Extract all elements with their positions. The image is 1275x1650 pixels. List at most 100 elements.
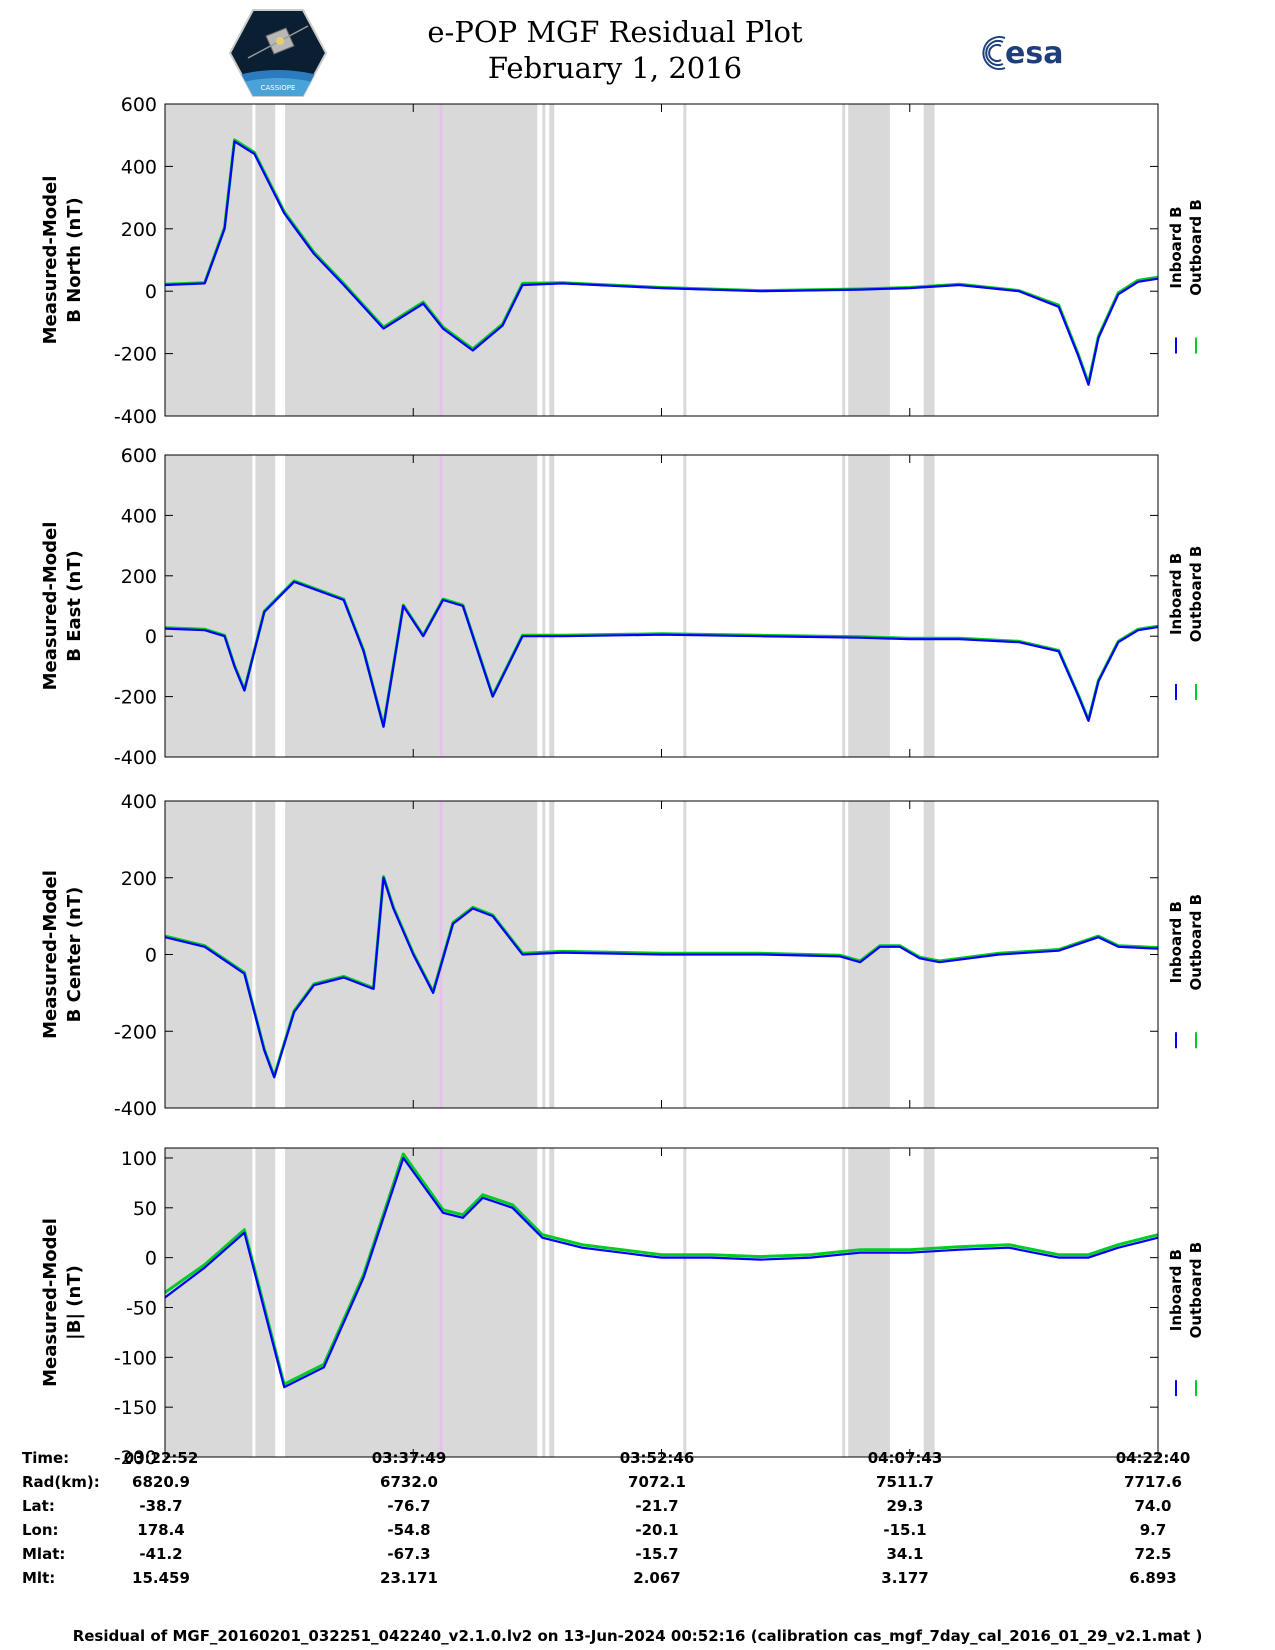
ephem-label-lat: Lat: xyxy=(22,1497,55,1515)
ephem-label-mlt: Mlt: xyxy=(22,1569,56,1587)
mission-logo-caption: CASSIOPE xyxy=(261,84,296,92)
y-axis-label: Measured-Model B North (nT) xyxy=(40,176,85,345)
shaded-interval xyxy=(542,1148,546,1457)
legend: Inboard B Outboard B xyxy=(1167,894,1205,1049)
shaded-interval xyxy=(165,801,253,1108)
shaded-interval xyxy=(549,455,555,757)
shaded-interval xyxy=(285,104,538,416)
y-axis-label: Measured-Model B East (nT) xyxy=(40,522,85,691)
shaded-interval xyxy=(923,801,935,1108)
shaded-interval xyxy=(842,1148,846,1457)
shaded-interval xyxy=(848,1148,890,1457)
y-axis-label-line-1: Measured-Model xyxy=(40,1218,61,1387)
y-tick-label: 400 xyxy=(121,156,157,178)
y-tick-label: -50 xyxy=(126,1297,157,1319)
shaded-interval xyxy=(923,455,935,757)
legend-label-inboard: Inboard B xyxy=(1167,901,1185,983)
ephem-label-lon: Lon: xyxy=(22,1521,59,1539)
shaded-interval xyxy=(285,1148,538,1457)
mission-logo: CASSIOPE xyxy=(228,8,328,98)
shaded-interval xyxy=(842,801,846,1108)
ephem-lat-3: 29.3 xyxy=(886,1497,924,1515)
y-tick-label: -100 xyxy=(114,1347,157,1369)
series-outboard-line xyxy=(164,1152,1159,1386)
shaded-interval xyxy=(542,104,546,416)
ephem-label-rad: Rad(km): xyxy=(22,1473,100,1491)
y-axis-label-line-1: Measured-Model xyxy=(40,176,61,345)
ephem-time-2: 03:52:46 xyxy=(619,1449,695,1467)
legend: Inboard B Outboard B xyxy=(1167,199,1205,354)
legend: Inboard B Outboard B xyxy=(1167,1242,1205,1397)
ephem-lat-1: -76.7 xyxy=(387,1497,431,1515)
ephem-label-time: Time: xyxy=(22,1449,70,1467)
legend-label-outboard: Outboard B xyxy=(1187,199,1205,296)
shaded-interval xyxy=(165,104,253,416)
ephem-mlt-3: 3.177 xyxy=(881,1569,929,1587)
ephem-lat-2: -21.7 xyxy=(635,1497,679,1515)
series-inboard-line xyxy=(164,1156,1159,1389)
ephem-time-3: 04:07:43 xyxy=(867,1449,943,1467)
y-axis-label-line-1: Measured-Model xyxy=(40,522,61,691)
footer-caption: Residual of MGF_20160201_032251_042240_v… xyxy=(72,1627,1203,1645)
ephem-mlt-0: 15.459 xyxy=(132,1569,190,1587)
y-axis-label-line-1: Measured-Model xyxy=(40,870,61,1039)
ephem-label-mlat: Mlat: xyxy=(22,1545,66,1563)
ephem-mlat-4: 72.5 xyxy=(1134,1545,1172,1563)
ephem-lon-4: 9.7 xyxy=(1139,1521,1167,1539)
ephem-rad-3: 7511.7 xyxy=(876,1473,934,1491)
y-tick-label: -200 xyxy=(114,344,157,366)
y-tick-label: 0 xyxy=(145,1248,157,1270)
ephem-lat-0: -38.7 xyxy=(139,1497,183,1515)
chart-panel-2: 600 400 200 0 -200 -400 Measured-Model B East (… xyxy=(40,445,1205,769)
y-tick-label: -200 xyxy=(114,1447,157,1469)
ephem-time-1: 03:37:49 xyxy=(371,1449,447,1467)
y-axis-label-line-2: B North (nT) xyxy=(64,197,85,323)
series-inboard-line xyxy=(164,140,1159,386)
legend-label-outboard: Outboard B xyxy=(1187,894,1205,991)
y-axis-label-line-2: B East (nT) xyxy=(64,550,85,662)
title-line-1: e-POP MGF Residual Plot xyxy=(427,15,803,49)
y-tick-label: 0 xyxy=(145,281,157,303)
chart-panel-3: 400 200 0 -200 -400 Measured-Model B Center (n… xyxy=(40,791,1205,1120)
ephem-mlt-4: 6.893 xyxy=(1129,1569,1177,1587)
series-inboard-line xyxy=(164,876,1159,1079)
chart-panel-1: 600 400 200 0 -200 -400 Measured-Model B North … xyxy=(40,94,1205,428)
ephem-rad-0: 6820.9 xyxy=(132,1473,190,1491)
shaded-interval xyxy=(549,1148,555,1457)
esa-logo: esa xyxy=(975,30,1095,75)
y-tick-label: -150 xyxy=(114,1397,157,1419)
ephem-time-4: 04:22:40 xyxy=(1115,1449,1191,1467)
chart-panel-4: 100 50 0 -50 -100 -150 -200 Measured-Model |B| (… xyxy=(40,1147,1205,1469)
y-tick-label: 0 xyxy=(145,945,157,967)
ephem-mlat-2: -15.7 xyxy=(635,1545,679,1563)
ephem-mlat-3: 34.1 xyxy=(886,1545,924,1563)
shaded-interval xyxy=(848,455,890,757)
shaded-interval xyxy=(549,801,555,1108)
ephem-rad-4: 7717.6 xyxy=(1124,1473,1182,1491)
shaded-interval xyxy=(923,1148,935,1457)
shaded-interval xyxy=(255,801,276,1108)
shaded-interval xyxy=(542,455,546,757)
shaded-interval xyxy=(848,104,890,416)
shaded-interval xyxy=(165,1148,253,1457)
shaded-interval xyxy=(255,1148,276,1457)
ephem-lon-3: -15.1 xyxy=(883,1521,927,1539)
y-tick-label: 400 xyxy=(121,505,157,527)
legend-label-inboard: Inboard B xyxy=(1167,553,1185,635)
shaded-interval xyxy=(683,1148,687,1457)
y-tick-label: 400 xyxy=(121,791,157,813)
y-tick-label: -400 xyxy=(114,406,157,428)
y-tick-label: -200 xyxy=(114,1021,157,1043)
y-axis-label: Measured-Model B Center (nT) xyxy=(40,870,85,1039)
legend-label-outboard: Outboard B xyxy=(1187,546,1205,643)
ephem-lon-0: 178.4 xyxy=(137,1521,185,1539)
ephem-mlat-1: -67.3 xyxy=(387,1545,431,1563)
y-tick-label: -400 xyxy=(114,747,157,769)
esa-logo-text: esa xyxy=(1005,36,1063,71)
y-tick-label: 200 xyxy=(121,219,157,241)
shaded-interval xyxy=(165,455,253,757)
ephem-time-0: 03:22:52 xyxy=(123,1449,199,1467)
y-tick-label: -200 xyxy=(114,687,157,709)
y-tick-label: 200 xyxy=(121,566,157,588)
